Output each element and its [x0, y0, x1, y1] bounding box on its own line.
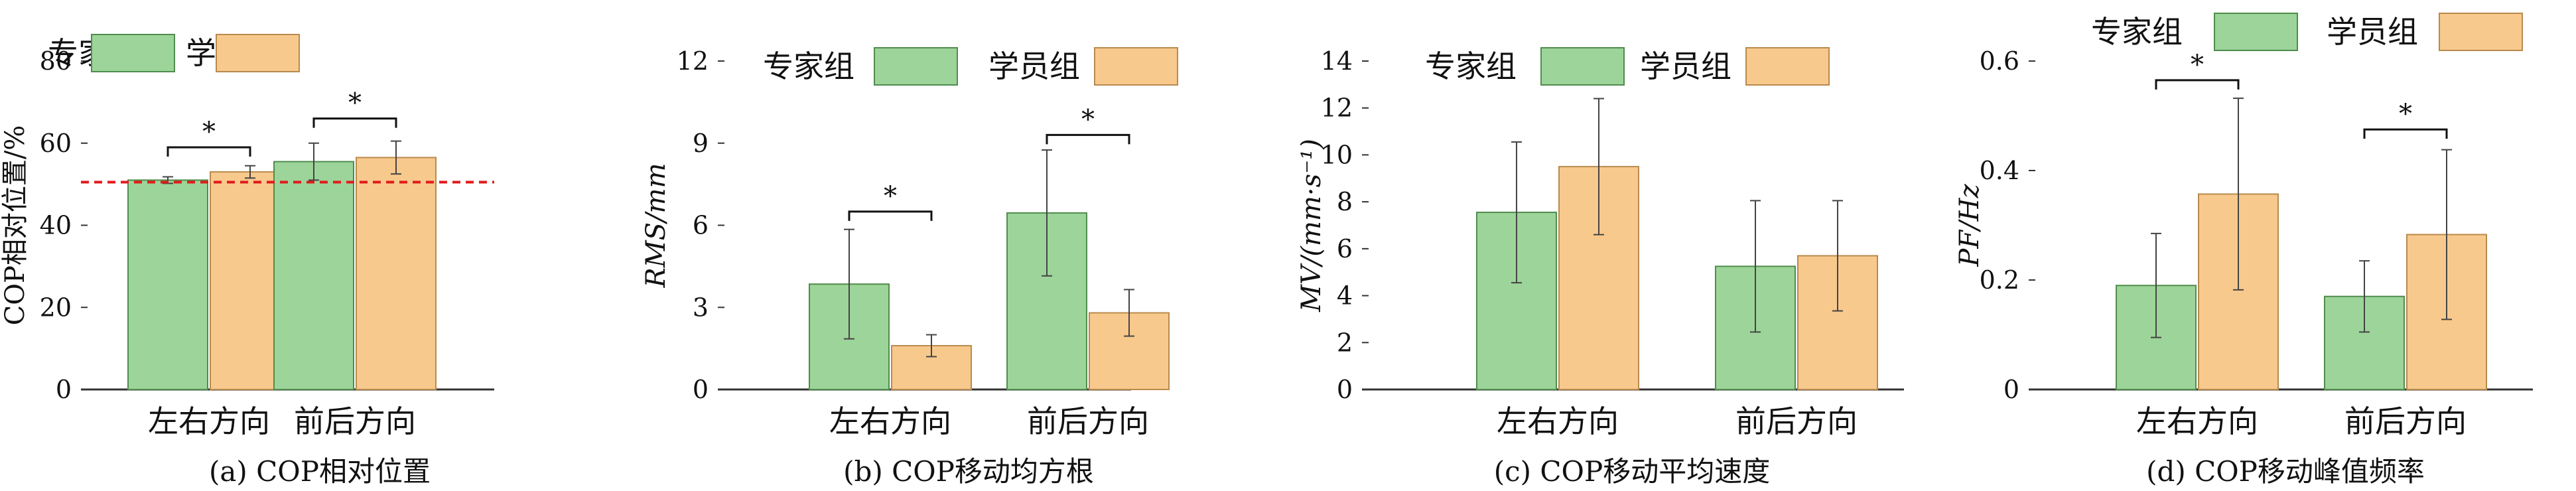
y-tick-label: 8	[1337, 187, 1353, 216]
significance-marker: *	[2191, 50, 2204, 80]
y-tick-label: 6	[1337, 234, 1353, 263]
y-tick-label: 40	[40, 211, 72, 240]
bar-student-2	[356, 157, 437, 390]
legend-swatch-student	[1094, 47, 1178, 86]
y-tick-label: 0.4	[1980, 156, 2019, 185]
y-tick-label: 10	[1321, 140, 1353, 169]
legend-label-student: 学员组	[2327, 14, 2418, 50]
significance-bracket	[2363, 128, 2448, 139]
y-tick-label: 3	[693, 293, 709, 322]
significance-bracket	[312, 117, 397, 128]
significance-bracket	[1046, 133, 1130, 145]
legend-swatch-expert	[874, 47, 958, 86]
bar-expert-2	[273, 161, 354, 390]
y-tick-label: 0.6	[1980, 46, 2019, 76]
y-axis-title: RMS/mm	[641, 163, 671, 289]
panel-caption: (b) COP移动均方根	[843, 455, 1094, 488]
y-tick-label: 12	[1321, 94, 1353, 123]
legend-label-expert: 专家组	[763, 48, 854, 84]
y-tick-label: 80	[40, 46, 72, 76]
y-axis-title: PF/Hz	[1954, 184, 1985, 267]
chart-panel-2: 0 3 6 9 12 RMS/mm 左右方向 前后方向 * * 专家组 学员组 (b) COP移动均方根	[641, 46, 1178, 488]
y-tick-label: 0	[56, 375, 72, 404]
y-tick-label: 14	[1321, 46, 1353, 76]
y-tick-label: 9	[693, 129, 709, 158]
y-tick-label: 0.2	[1980, 265, 2019, 295]
y-tick-label: 6	[693, 211, 709, 240]
legend-label-expert: 专家组	[2091, 14, 2183, 50]
x-tick-label: 前后方向	[1027, 403, 1149, 439]
legend-swatch-student	[1745, 47, 1830, 86]
x-tick-label: 前后方向	[1735, 403, 1858, 439]
significance-marker: *	[348, 88, 362, 119]
x-tick-label: 左右方向	[2136, 403, 2258, 439]
y-tick-label: 4	[1337, 281, 1353, 311]
significance-marker: *	[1081, 104, 1095, 135]
y-tick-label: 12	[677, 46, 709, 76]
significance-marker: *	[2399, 99, 2412, 129]
y-tick-label: 0	[2003, 375, 2019, 404]
legend-swatch-student	[2439, 13, 2523, 51]
y-axis-title: COP相对位置/%	[0, 125, 31, 326]
chart-panel-3: 0 2 4 6 8 10 12 14 MV/(mm·s⁻¹) 左右方向 前后方向 专家组 学员组 (c) …	[1296, 46, 1904, 488]
y-tick-label: 60	[40, 129, 72, 158]
y-tick-label: 0	[693, 375, 709, 404]
legend-label-student: 学员组	[1640, 48, 1731, 84]
legend-swatch-student	[216, 34, 300, 72]
legend-label-expert: 专家组	[1425, 48, 1517, 84]
y-axis-title: MV/(mm·s⁻¹)	[1296, 139, 1327, 313]
chart-panel-4: 0 0.2 0.4 0.6 PF/Hz 左右方向 前后方向 * * 专家组 学员组 (d) COP移动…	[1954, 13, 2533, 488]
panel-caption: (d) COP移动峰值频率	[2146, 455, 2425, 488]
significance-marker: *	[202, 117, 216, 147]
x-tick-label: 左右方向	[829, 403, 951, 439]
bar-expert-1	[127, 179, 208, 390]
x-tick-label: 左右方向	[148, 403, 270, 439]
panel-caption: (a) COP相对位置	[209, 455, 431, 488]
significance-bracket	[167, 146, 251, 157]
significance-marker: *	[884, 181, 897, 212]
legend-label-student: 学员组	[988, 48, 1080, 84]
x-tick-label: 前后方向	[2344, 403, 2467, 439]
significance-bracket	[848, 210, 933, 221]
y-tick-label: 20	[40, 293, 72, 322]
panel-caption: (c) COP移动平均速度	[1494, 455, 1770, 488]
x-tick-label: 左右方向	[1497, 403, 1619, 439]
legend-swatch-expert	[91, 34, 175, 72]
legend-swatch-expert	[1540, 47, 1625, 86]
x-tick-label: 前后方向	[294, 403, 416, 439]
legend-swatch-expert	[2214, 13, 2298, 51]
y-tick-label: 2	[1337, 328, 1353, 357]
significance-bracket	[2155, 79, 2240, 90]
y-tick-label: 0	[1337, 375, 1353, 404]
